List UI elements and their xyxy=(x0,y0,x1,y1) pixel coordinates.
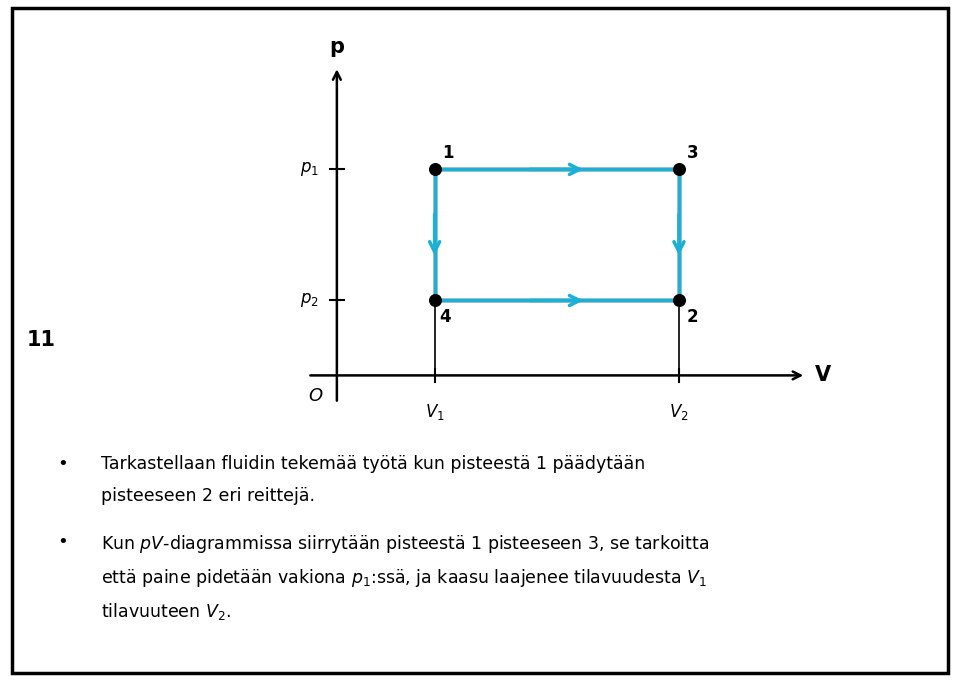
Text: $O$: $O$ xyxy=(307,387,324,405)
Point xyxy=(671,164,686,175)
Text: $p_1$: $p_1$ xyxy=(300,161,320,178)
Text: $p_2$: $p_2$ xyxy=(300,291,320,309)
Text: 4: 4 xyxy=(440,308,451,326)
Text: pisteeseen 2 eri reittejä.: pisteeseen 2 eri reittejä. xyxy=(101,487,315,505)
Text: •: • xyxy=(58,455,68,473)
Text: $V_1$: $V_1$ xyxy=(424,402,444,422)
Text: Kun $pV$-diagrammissa siirrytään pisteestä 1 pisteeseen 3, se tarkoitta: Kun $pV$-diagrammissa siirrytään pistees… xyxy=(101,533,709,554)
Text: että paine pidetään vakiona $p_1$:ssä, ja kaasu laajenee tilavuudesta $V_1$: että paine pidetään vakiona $p_1$:ssä, j… xyxy=(101,567,707,588)
Text: 2: 2 xyxy=(686,308,699,326)
Text: •: • xyxy=(58,533,68,550)
Text: $V_2$: $V_2$ xyxy=(669,402,688,422)
Text: $\mathbf{V}$: $\mathbf{V}$ xyxy=(814,366,832,385)
Point xyxy=(427,164,443,175)
Text: 3: 3 xyxy=(686,144,699,162)
Point xyxy=(671,295,686,306)
Text: 1: 1 xyxy=(443,144,454,162)
Point xyxy=(427,295,443,306)
Text: 11: 11 xyxy=(27,330,56,351)
Text: $\mathbf{p}$: $\mathbf{p}$ xyxy=(329,39,345,59)
Text: tilavuuteen $V_2$.: tilavuuteen $V_2$. xyxy=(101,601,230,622)
Text: Tarkastellaan fluidin tekemää työtä kun pisteestä 1 päädytään: Tarkastellaan fluidin tekemää työtä kun … xyxy=(101,455,645,473)
